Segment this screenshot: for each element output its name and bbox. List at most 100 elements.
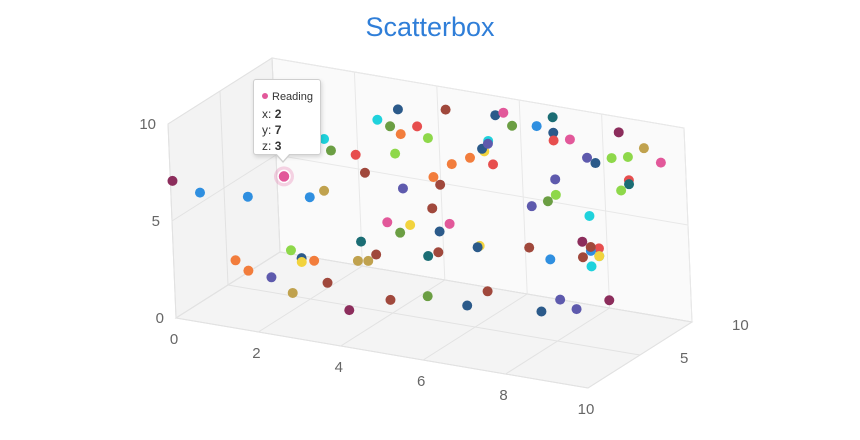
data-point — [616, 185, 627, 196]
data-point — [296, 257, 307, 267]
data-point — [322, 277, 333, 288]
data-point — [434, 226, 445, 237]
highlighted-data-point — [277, 169, 291, 184]
data-point — [243, 265, 254, 276]
data-point — [577, 236, 588, 247]
data-point — [440, 104, 451, 115]
tooltip-y-label: y: — [262, 123, 272, 137]
tooltip-z-value: 3 — [274, 139, 282, 153]
data-point — [428, 172, 439, 183]
y-tick-label: 0 — [156, 310, 164, 327]
data-point — [309, 255, 320, 266]
data-point — [472, 242, 483, 253]
data-point — [524, 242, 535, 253]
data-point — [412, 121, 423, 132]
data-point — [585, 242, 596, 252]
data-point — [482, 138, 493, 149]
data-point — [385, 121, 396, 132]
data-point — [446, 159, 457, 170]
data-point — [564, 134, 575, 145]
data-point — [584, 210, 595, 221]
data-points — [167, 104, 666, 317]
side-grid-z — [167, 123, 177, 319]
data-point — [287, 287, 298, 298]
data-point — [545, 254, 556, 265]
point-tooltip: Reading x: 2 y: 7 z: 3 — [253, 79, 321, 163]
series-color-dot — [262, 93, 268, 99]
data-point — [542, 196, 553, 207]
chart-title: Scatterbox — [365, 12, 495, 42]
data-point — [555, 294, 566, 305]
data-point — [462, 300, 473, 311]
x-tick-label: 2 — [252, 345, 260, 362]
data-point — [548, 135, 559, 146]
back-grid-y — [271, 57, 685, 129]
data-point — [344, 305, 355, 316]
data-point — [482, 286, 493, 297]
x-tick-label: 10 — [578, 401, 595, 418]
data-point — [498, 107, 509, 118]
data-point — [390, 148, 401, 159]
data-point — [230, 255, 241, 266]
data-point — [435, 179, 446, 190]
data-point — [655, 157, 666, 168]
data-point — [594, 251, 605, 262]
tooltip-z-label: z: — [262, 139, 272, 153]
tooltip-arrow — [275, 153, 291, 163]
x-tick-label: 4 — [335, 359, 343, 376]
data-point — [590, 158, 601, 169]
data-point — [444, 218, 455, 229]
data-point — [550, 189, 561, 200]
data-point — [582, 152, 593, 163]
side-grid-z — [219, 90, 229, 286]
data-point — [356, 236, 367, 247]
data-point — [325, 145, 336, 156]
data-point — [422, 133, 433, 144]
data-point — [363, 255, 374, 266]
data-point — [285, 245, 296, 256]
tooltip-x-value: 2 — [274, 107, 282, 121]
data-point — [167, 175, 178, 186]
y-tick-label: 5 — [152, 213, 160, 230]
chart-grid — [167, 57, 693, 389]
data-point — [586, 261, 597, 272]
data-point — [242, 191, 253, 202]
data-point — [488, 159, 499, 170]
data-point — [433, 247, 444, 258]
x-tick-label: 0 — [170, 331, 178, 348]
chart-walls — [167, 57, 694, 389]
data-point — [465, 152, 475, 163]
data-point — [622, 152, 633, 162]
floor-grid-z — [175, 317, 589, 389]
data-point — [385, 294, 396, 305]
data-point — [319, 185, 330, 196]
tooltip-x-label: x: — [262, 107, 272, 121]
data-point — [606, 153, 617, 164]
data-point — [371, 249, 382, 260]
data-point — [490, 110, 501, 121]
data-point — [427, 203, 438, 214]
data-point — [350, 149, 361, 160]
back-grid-y — [275, 154, 689, 226]
x-tick-label: 6 — [417, 373, 425, 390]
data-point — [392, 104, 403, 115]
x-tick-label: 8 — [499, 387, 507, 404]
floor-grid-z — [227, 284, 641, 356]
data-point — [382, 217, 393, 228]
data-point — [397, 183, 408, 194]
data-point — [593, 243, 604, 254]
data-point — [422, 291, 433, 302]
tooltip-y-value: 7 — [274, 123, 282, 137]
data-point — [395, 129, 406, 140]
data-point — [266, 272, 277, 283]
data-point — [405, 220, 416, 230]
data-point — [638, 143, 649, 154]
data-point — [372, 114, 383, 125]
data-point — [319, 134, 330, 144]
data-point — [195, 187, 205, 198]
data-point — [577, 252, 588, 263]
data-point — [571, 304, 582, 315]
y-tick-label: 10 — [139, 116, 156, 133]
data-point — [604, 295, 615, 306]
